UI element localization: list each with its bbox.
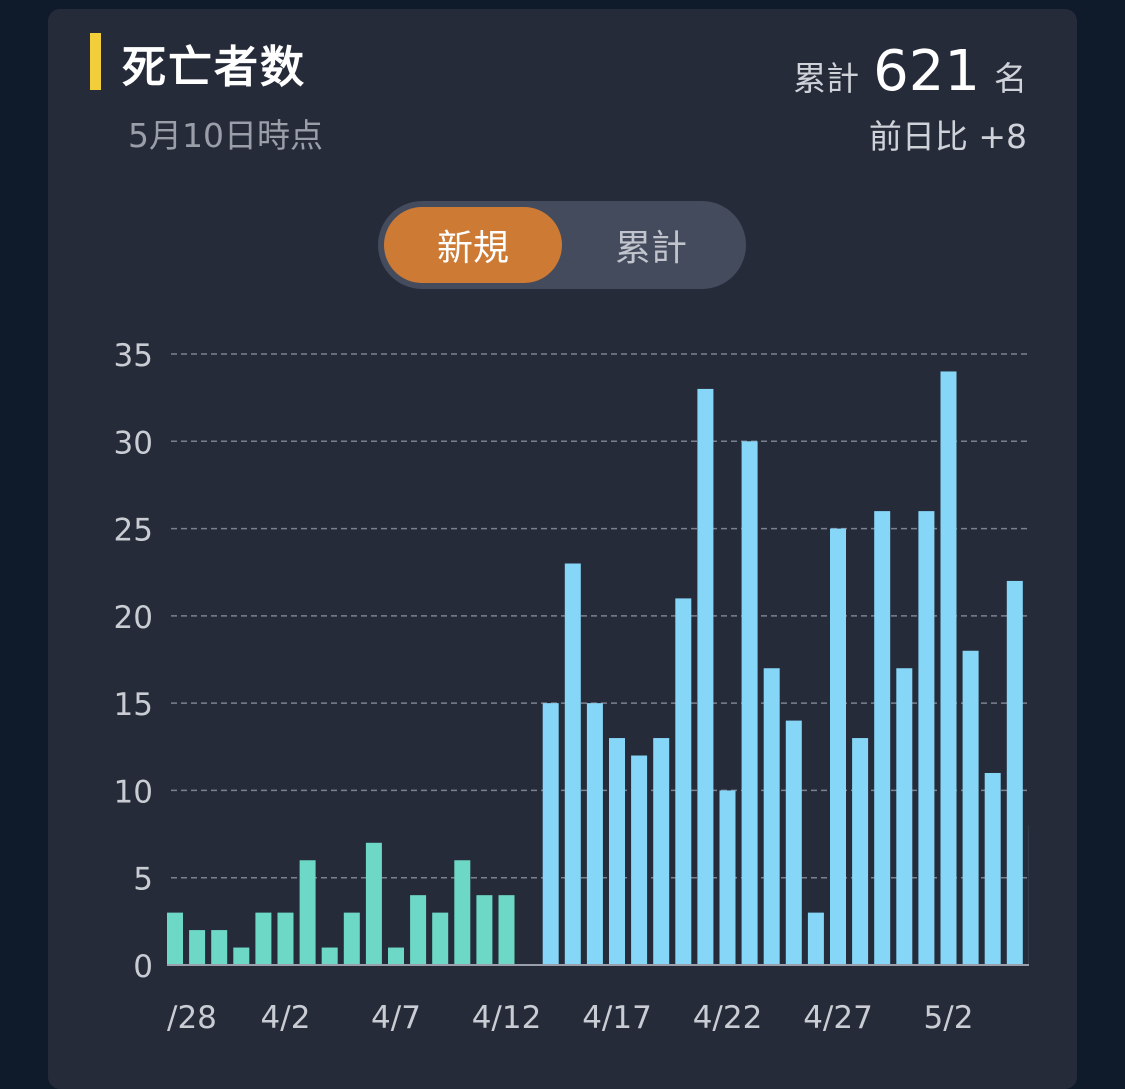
bar: [720, 790, 736, 965]
y-tick-label: 10: [114, 774, 153, 810]
bar: [609, 738, 625, 965]
bar: [543, 703, 559, 965]
bar: [764, 668, 780, 965]
y-tick-label: 15: [114, 687, 153, 723]
x-tick-label: 4/27: [803, 1000, 873, 1036]
bar: [366, 843, 382, 965]
bar: [852, 738, 868, 965]
bar: [874, 511, 890, 965]
x-tick-label: 4/12: [472, 1000, 542, 1036]
bar: [1007, 581, 1023, 965]
y-tick-label: 35: [114, 338, 153, 374]
y-tick-label: 25: [114, 513, 153, 549]
bar: [211, 930, 227, 965]
y-tick-label: 20: [114, 600, 153, 636]
bar: [565, 563, 581, 965]
bar: [499, 895, 515, 965]
y-tick-label: 5: [133, 862, 153, 898]
bar: [233, 948, 249, 965]
bar: [344, 913, 360, 965]
bar: [476, 895, 492, 965]
bar: [896, 668, 912, 965]
bar: [918, 511, 934, 965]
bar: [189, 930, 205, 965]
bar: [322, 948, 338, 965]
x-tick-label: 4/7: [371, 1000, 421, 1036]
bar: [941, 371, 957, 965]
x-tick-label: 4/2: [261, 1000, 311, 1036]
y-tick-label: 30: [114, 425, 153, 461]
bar: [786, 721, 802, 965]
bar: [255, 913, 271, 965]
x-tick-label: 4/17: [582, 1000, 652, 1036]
bar: [388, 948, 404, 965]
x-tick-label: 4/22: [693, 1000, 763, 1036]
bar: [697, 389, 713, 965]
bar: [631, 756, 647, 965]
bar: [675, 598, 691, 965]
bar: [963, 651, 979, 965]
bar: [454, 860, 470, 965]
x-tick-label: /28: [167, 1000, 217, 1036]
bar: [300, 860, 316, 965]
y-tick-label: 0: [133, 949, 153, 985]
bar: [808, 913, 824, 965]
bar: [432, 913, 448, 965]
bar: [410, 895, 426, 965]
bar: [985, 773, 1001, 965]
bar: [278, 913, 294, 965]
bar: [587, 703, 603, 965]
bar: [653, 738, 669, 965]
bar: [167, 913, 183, 965]
bar: [742, 441, 758, 965]
x-tick-label: 5/2: [924, 1000, 974, 1036]
bar: [830, 529, 846, 965]
